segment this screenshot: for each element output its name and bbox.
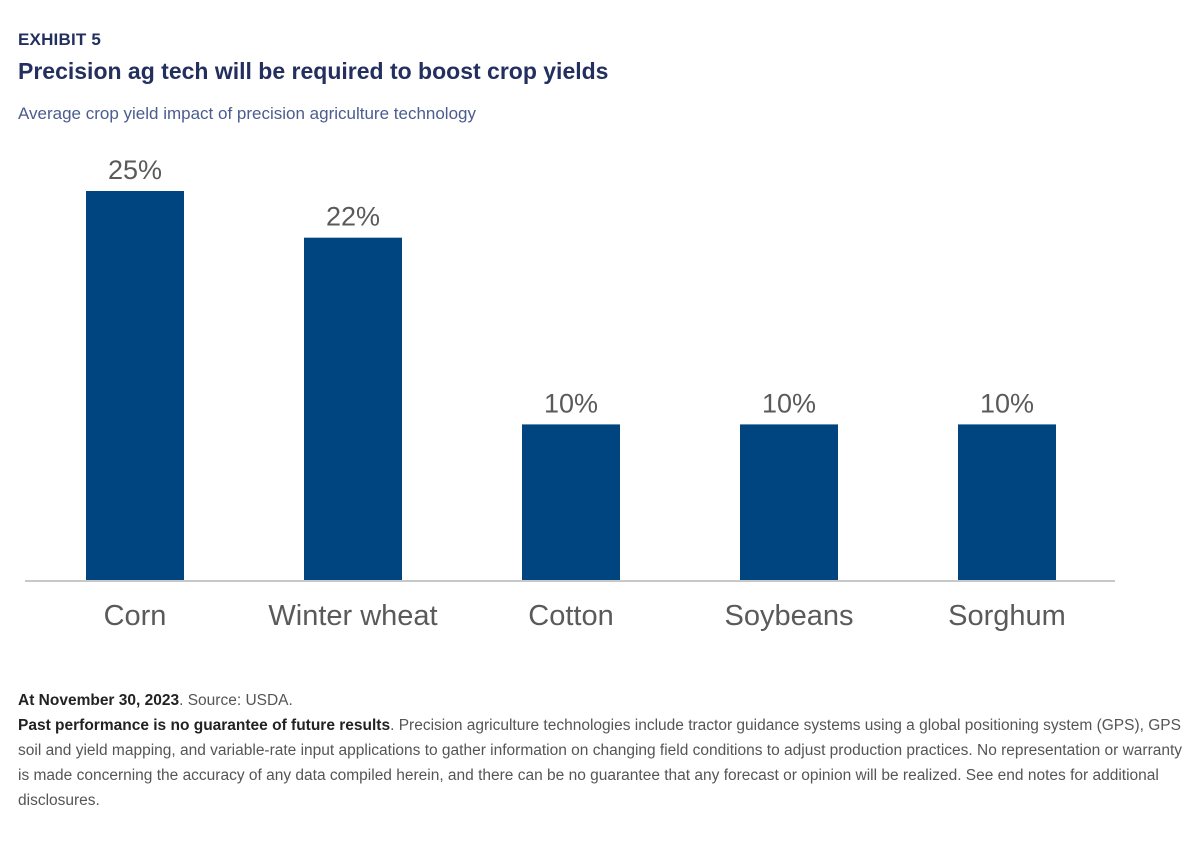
- category-label: Sorghum: [948, 600, 1066, 632]
- value-label: 10%: [980, 388, 1034, 418]
- disclaimer-bold: Past performance is no guarantee of futu…: [18, 717, 391, 734]
- source-line: At November 30, 2023. Source: USDA.: [18, 688, 1188, 713]
- bar-soybeans: [740, 424, 838, 580]
- value-label: 10%: [762, 388, 816, 418]
- bar-cotton: [522, 424, 620, 580]
- category-labels-group: Corn Winter wheat Cotton Soybeans Sorghum: [104, 600, 1066, 632]
- exhibit-label: EXHIBIT 5: [18, 30, 102, 49]
- value-label: 22%: [326, 202, 380, 232]
- bars-group: [86, 191, 1056, 580]
- bar-corn: [86, 191, 184, 580]
- disclaimer-text: . Precision agriculture technologies inc…: [18, 717, 1183, 809]
- chart-footer: At November 30, 2023. Source: USDA. Past…: [18, 688, 1188, 813]
- value-label: 25%: [108, 155, 162, 185]
- value-labels-group: 25% 22% 10% 10% 10%: [108, 155, 1034, 418]
- disclaimer: Past performance is no guarantee of futu…: [18, 713, 1188, 813]
- category-label: Corn: [104, 600, 167, 632]
- category-label: Cotton: [528, 600, 613, 632]
- bar-sorghum: [958, 424, 1056, 580]
- as-of-date: At November 30, 2023: [18, 692, 180, 709]
- category-label: Winter wheat: [268, 600, 437, 632]
- chart-title: Precision ag tech will be required to bo…: [18, 58, 609, 84]
- value-label: 10%: [544, 388, 598, 418]
- bar-chart: 25% 22% 10% 10% 10% Corn Winter wheat Cotton So…: [25, 155, 1115, 632]
- bar-winter-wheat: [304, 237, 402, 580]
- chart-subtitle: Average crop yield impact of precision a…: [18, 104, 476, 123]
- category-label: Soybeans: [725, 600, 854, 632]
- source-text: . Source: USDA.: [179, 692, 293, 709]
